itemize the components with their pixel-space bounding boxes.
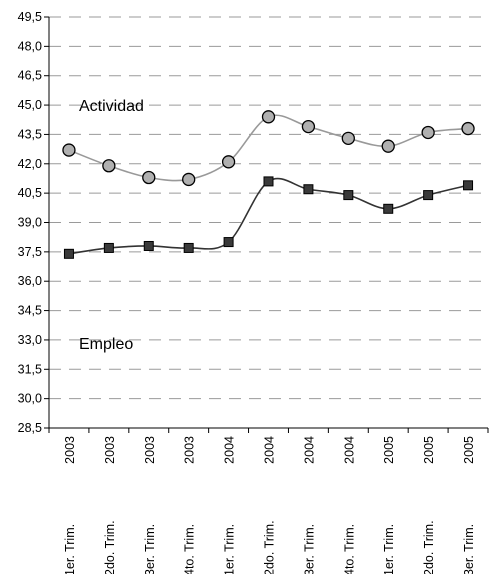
y-tick-label: 49,5 [18, 10, 42, 24]
x-tick-label: 2003 3er. Trim. [143, 436, 157, 574]
x-tick-year: 2004 [342, 436, 356, 464]
x-tick-year: 2004 [263, 436, 277, 464]
series-group [62, 110, 475, 259]
y-tick-label: 39,0 [18, 216, 42, 230]
x-tick-year: 2005 [422, 436, 436, 464]
actividad-point [461, 121, 475, 136]
x-tick-quarter: 2do. Trim. [263, 520, 277, 574]
y-tick-label: 46,5 [18, 69, 42, 83]
x-tick-label: 2005 2do. Trim. [422, 436, 436, 574]
actividad-point [221, 155, 236, 169]
actividad-point [182, 172, 196, 187]
actividad-point [421, 125, 435, 140]
x-axis-ticks: 2003 1er. Trim. 2003 2do. Trim. 2003 3er. Tri… [48, 428, 489, 574]
x-tick-quarter: 2do. Trim. [103, 520, 117, 574]
actividad-point [341, 131, 355, 145]
x-tick-year: 2005 [462, 436, 476, 464]
empleo-point [143, 240, 154, 251]
x-tick-year: 2003 [143, 436, 157, 464]
x-tick-label: 2003 1er. Trim. [63, 436, 77, 574]
series-labels: Actividad Empleo [79, 98, 144, 353]
empleo-point [383, 203, 394, 214]
y-tick-label: 43,5 [18, 127, 42, 141]
y-tick-label: 48,0 [18, 39, 42, 53]
empleo-point [263, 176, 274, 187]
x-tick-label: 2004 1er. Trim. [223, 436, 237, 574]
actividad-point [62, 143, 76, 157]
x-tick-label: 2003 2do. Trim. [103, 436, 117, 574]
y-tick-label: 45,0 [18, 98, 42, 112]
actividad-point [142, 170, 156, 185]
x-tick-quarter: 1er. Trim. [63, 524, 77, 574]
empleo-point [103, 242, 114, 253]
x-tick-quarter: 4to. Trim. [183, 524, 197, 574]
y-tick-label: 42,0 [18, 157, 42, 171]
y-tick-label: 33,0 [18, 333, 42, 347]
empleo-series-line [68, 177, 469, 255]
x-tick-year: 2003 [103, 436, 117, 464]
actividad-point [102, 159, 116, 173]
y-tick-label: 28,5 [18, 421, 42, 435]
empleo-point [343, 190, 354, 201]
x-tick-quarter: 3er. Trim. [143, 524, 157, 574]
x-tick-year: 2005 [382, 436, 396, 464]
actividad-point [381, 139, 395, 153]
empleo-point [303, 184, 314, 195]
actividad-series-line [68, 114, 469, 182]
y-tick-label: 30,0 [18, 392, 42, 406]
y-tick-label: 36,0 [18, 274, 42, 288]
x-tick-quarter: 3er. Trim. [462, 524, 476, 574]
x-tick-label: 2005 3er. Trim. [462, 436, 476, 574]
x-tick-quarter: 2do. Trim. [422, 520, 436, 574]
x-tick-label: 2004 3er. Trim. [302, 436, 316, 574]
empleo-label: Empleo [79, 336, 133, 353]
x-tick-label: 2005 1er. Trim. [382, 436, 396, 574]
x-tick-quarter: 1er. Trim. [382, 524, 396, 574]
grid-lines [49, 16, 488, 400]
actividad-label: Actividad [79, 98, 144, 115]
empleo-point [423, 190, 434, 201]
x-tick-label: 2004 2do. Trim. [263, 436, 277, 574]
x-tick-year: 2004 [223, 436, 237, 464]
y-axis-ticks: 28,5 30,0 31,5 33,0 34,5 36,0 37,5 39,0 40,5 42,0… [18, 10, 49, 435]
y-tick-label: 37,5 [18, 245, 42, 259]
x-tick-label: 2004 4to. Trim. [342, 436, 356, 574]
x-tick-year: 2003 [63, 436, 77, 464]
empleo-point [183, 242, 194, 253]
empleo-point [63, 248, 74, 259]
actividad-point [301, 119, 316, 134]
empleo-point [463, 180, 474, 191]
x-tick-year: 2003 [183, 436, 197, 464]
x-tick-year: 2004 [302, 436, 316, 464]
x-tick-quarter: 4to. Trim. [342, 524, 356, 574]
actividad-point [261, 110, 276, 124]
x-tick-quarter: 1er. Trim. [223, 524, 237, 574]
y-tick-label: 34,5 [18, 304, 42, 318]
y-tick-label: 40,5 [18, 186, 42, 200]
empleo-point [223, 237, 234, 248]
x-tick-quarter: 3er. Trim. [302, 524, 316, 574]
y-tick-label: 31,5 [18, 362, 42, 376]
x-tick-label: 2003 4to. Trim. [183, 436, 197, 574]
